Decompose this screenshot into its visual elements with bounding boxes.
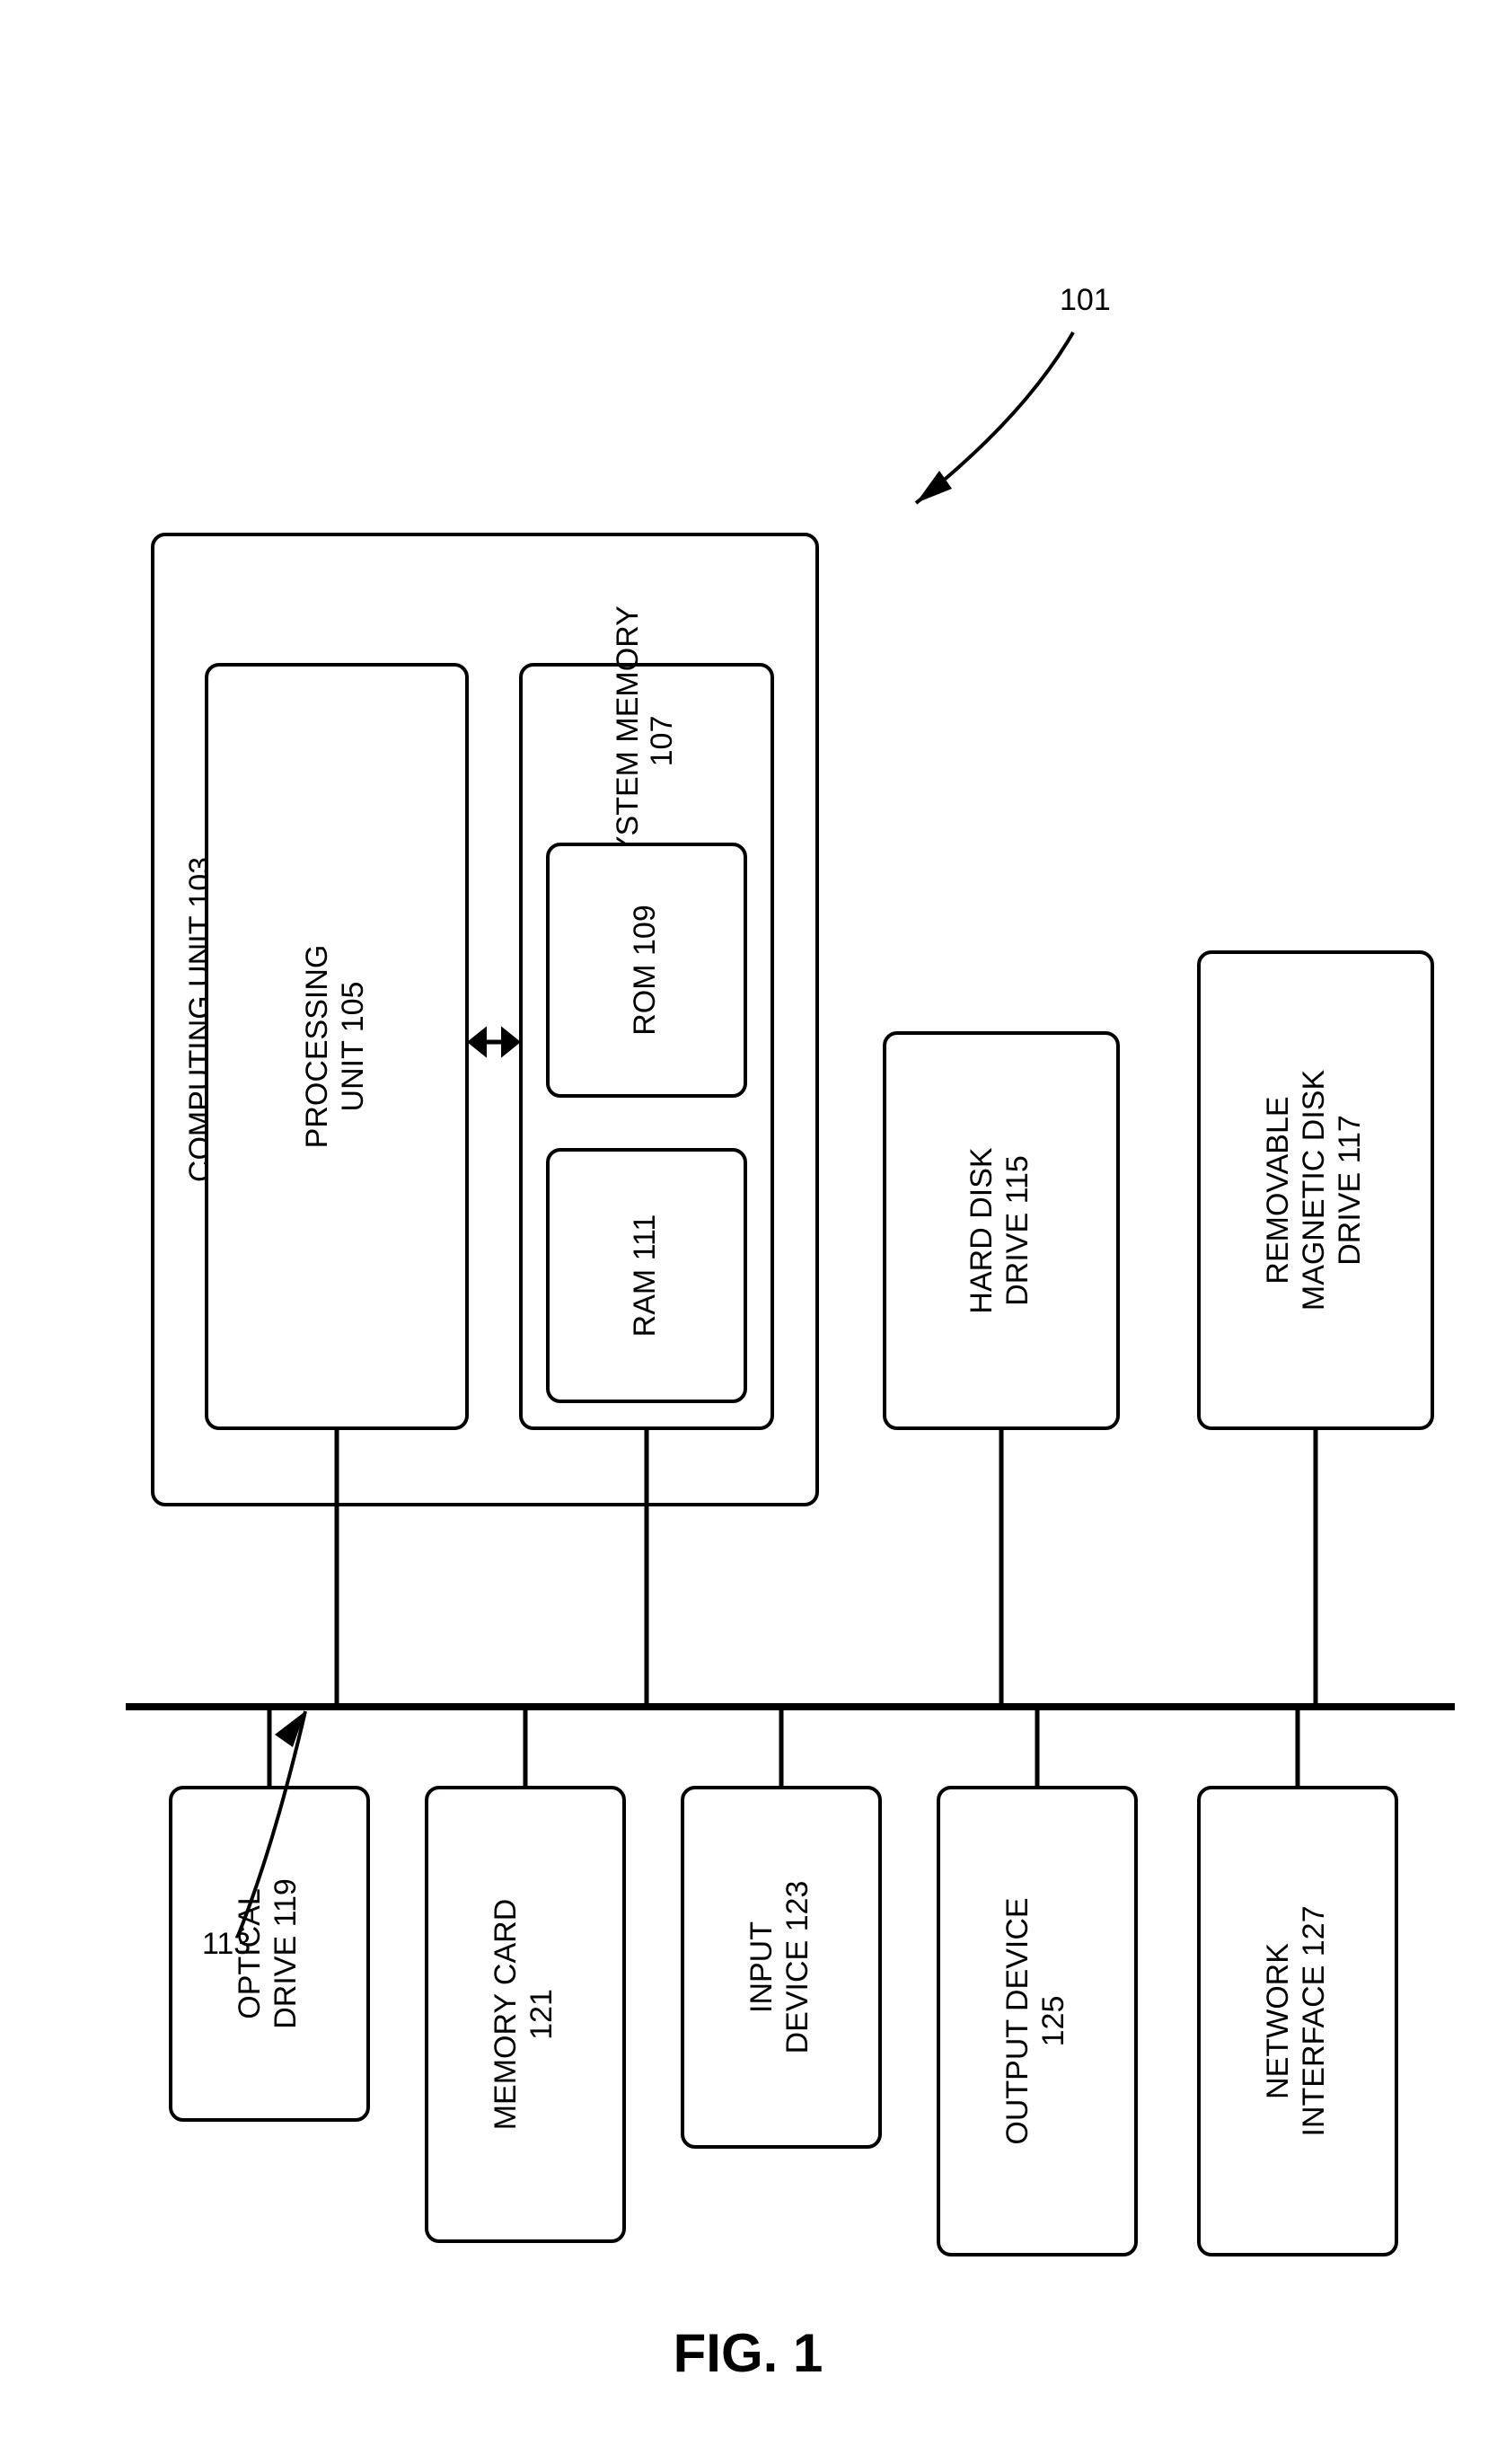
svg-text:SYSTEM MEMORY: SYSTEM MEMORY bbox=[611, 605, 645, 877]
svg-text:MEMORY CARD: MEMORY CARD bbox=[489, 1899, 523, 2131]
svg-text:107: 107 bbox=[645, 716, 679, 767]
svg-text:HARD DISK: HARD DISK bbox=[964, 1147, 999, 1313]
svg-text:NETWORK: NETWORK bbox=[1261, 1943, 1295, 2099]
svg-text:PROCESSING: PROCESSING bbox=[300, 945, 334, 1149]
svg-text:DRIVE 119: DRIVE 119 bbox=[269, 1878, 303, 2029]
svg-text:OUTPUT DEVICE: OUTPUT DEVICE bbox=[1000, 1897, 1035, 2144]
svg-text:UNIT 105: UNIT 105 bbox=[336, 982, 370, 1112]
svg-text:REMOVABLE: REMOVABLE bbox=[1261, 1096, 1295, 1284]
svg-text:INPUT: INPUT bbox=[744, 1921, 779, 2013]
svg-text:DRIVE 115: DRIVE 115 bbox=[1000, 1155, 1035, 1306]
svg-text:INTERFACE 127: INTERFACE 127 bbox=[1297, 1906, 1331, 2137]
svg-text:DEVICE 123: DEVICE 123 bbox=[780, 1881, 815, 2054]
svg-text:ROM 109: ROM 109 bbox=[628, 905, 662, 1036]
ref-101-label: 101 bbox=[1060, 283, 1111, 317]
figure-svg: 101COMPUTING UNIT 103PROCESSINGUNIT 105S… bbox=[0, 0, 1497, 2464]
svg-text:DRIVE 117: DRIVE 117 bbox=[1333, 1115, 1367, 1266]
svg-text:RAM 111: RAM 111 bbox=[628, 1214, 662, 1338]
svg-text:MAGNETIC DISK: MAGNETIC DISK bbox=[1297, 1070, 1331, 1311]
svg-text:125: 125 bbox=[1036, 1996, 1070, 2047]
ref-113-label: 113 bbox=[202, 1927, 251, 1961]
ram-label: RAM 111 bbox=[628, 1214, 662, 1338]
svg-text:121: 121 bbox=[524, 1989, 559, 2040]
rom-label: ROM 109 bbox=[628, 905, 662, 1036]
figure-caption: FIG. 1 bbox=[674, 2323, 823, 2383]
